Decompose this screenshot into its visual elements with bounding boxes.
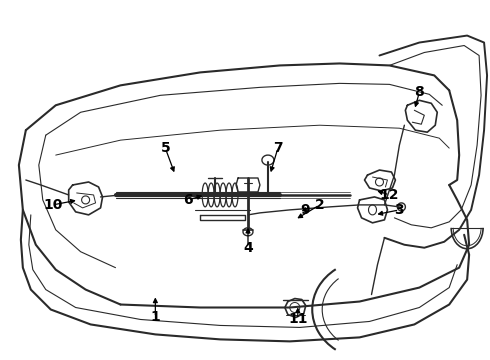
Text: 3: 3 [394,203,404,217]
Text: 12: 12 [380,188,399,202]
Text: 7: 7 [273,141,283,155]
Text: 4: 4 [243,241,253,255]
Text: 8: 8 [415,85,424,99]
Text: 11: 11 [288,312,308,327]
Text: 6: 6 [183,193,193,207]
Text: 9: 9 [300,203,310,217]
Text: 1: 1 [150,310,160,324]
Text: 10: 10 [43,198,62,212]
Text: 2: 2 [315,198,324,212]
Text: 5: 5 [160,141,170,155]
